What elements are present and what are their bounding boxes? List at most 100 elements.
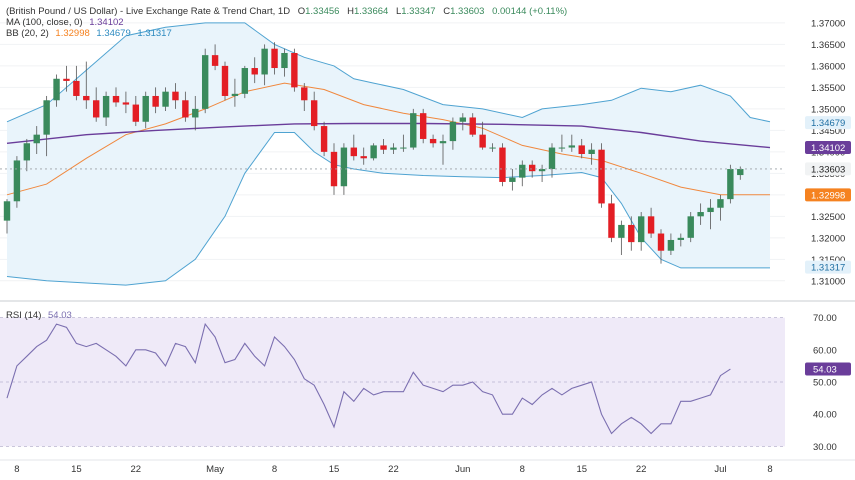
candle-body[interactable] — [598, 149, 605, 204]
candle-body[interactable] — [469, 117, 476, 135]
candle[interactable] — [162, 87, 169, 112]
candle[interactable] — [598, 143, 605, 208]
candle[interactable] — [429, 134, 437, 148]
candle[interactable] — [499, 143, 506, 187]
candle-body[interactable] — [13, 160, 21, 202]
candle-body[interactable] — [717, 199, 724, 208]
candle[interactable] — [578, 138, 585, 159]
candle-body[interactable] — [519, 164, 526, 178]
candle[interactable] — [63, 65, 70, 92]
candle[interactable] — [509, 169, 516, 191]
candle[interactable] — [449, 117, 457, 150]
candle[interactable] — [370, 143, 377, 161]
candle-body[interactable] — [3, 201, 11, 221]
candle[interactable] — [102, 91, 110, 127]
candle-body[interactable] — [618, 224, 625, 238]
candle-body[interactable] — [271, 48, 278, 69]
candle[interactable] — [182, 91, 189, 122]
candle[interactable] — [677, 233, 685, 247]
candle-body[interactable] — [63, 78, 70, 81]
candle-body[interactable] — [122, 102, 130, 105]
candle-body[interactable] — [231, 93, 239, 96]
candle-body[interactable] — [727, 169, 734, 200]
candle[interactable] — [380, 138, 387, 154]
candle-body[interactable] — [677, 237, 685, 240]
candle[interactable] — [469, 113, 476, 137]
candle[interactable] — [92, 87, 100, 122]
candle-body[interactable] — [350, 147, 358, 157]
candlesticks[interactable] — [3, 42, 744, 264]
candle-body[interactable] — [479, 134, 486, 148]
candle[interactable] — [73, 65, 80, 101]
candle[interactable] — [132, 95, 140, 127]
candle-body[interactable] — [92, 100, 100, 118]
candle-body[interactable] — [588, 149, 595, 154]
candle[interactable] — [23, 138, 31, 172]
candle-body[interactable] — [657, 233, 665, 251]
candle-body[interactable] — [281, 52, 288, 69]
candle-body[interactable] — [192, 108, 199, 118]
candle-body[interactable] — [608, 203, 615, 238]
candle[interactable] — [727, 164, 734, 204]
candle[interactable] — [419, 108, 427, 144]
candle-body[interactable] — [548, 147, 556, 170]
candle-body[interactable] — [330, 151, 338, 187]
candle[interactable] — [211, 44, 219, 71]
candle-body[interactable] — [370, 145, 377, 159]
candle[interactable] — [637, 212, 645, 251]
candle[interactable] — [201, 48, 209, 114]
candle[interactable] — [687, 212, 694, 243]
candle-body[interactable] — [83, 95, 90, 101]
candle[interactable] — [221, 61, 229, 101]
candle-body[interactable] — [310, 100, 318, 127]
candle[interactable] — [281, 48, 288, 77]
candle[interactable] — [251, 57, 258, 84]
candle[interactable] — [439, 134, 447, 165]
candle[interactable] — [350, 134, 358, 161]
candle-body[interactable] — [132, 104, 140, 122]
candle-body[interactable] — [667, 239, 675, 251]
candle[interactable] — [390, 143, 397, 154]
candle-body[interactable] — [301, 87, 308, 101]
candle-body[interactable] — [578, 145, 585, 154]
candle-body[interactable] — [102, 95, 110, 118]
candle-body[interactable] — [400, 147, 407, 149]
candle-body[interactable] — [241, 68, 249, 94]
candle[interactable] — [83, 61, 90, 109]
candle[interactable] — [489, 143, 496, 152]
candle[interactable] — [707, 199, 714, 230]
candle[interactable] — [538, 164, 546, 182]
candle-body[interactable] — [489, 147, 496, 149]
candle[interactable] — [301, 83, 308, 112]
candle[interactable] — [459, 113, 467, 131]
candle[interactable] — [53, 74, 60, 107]
candle[interactable] — [400, 134, 407, 152]
candle[interactable] — [112, 87, 120, 107]
candle-body[interactable] — [182, 100, 189, 118]
candle-body[interactable] — [53, 78, 60, 101]
candle[interactable] — [122, 91, 130, 114]
candle[interactable] — [271, 42, 278, 75]
candle-body[interactable] — [687, 216, 694, 238]
candle[interactable] — [588, 143, 595, 165]
candle-body[interactable] — [538, 169, 546, 172]
candle-body[interactable] — [33, 134, 40, 144]
candle-body[interactable] — [172, 91, 179, 101]
candle[interactable] — [558, 134, 566, 152]
candle-body[interactable] — [162, 91, 169, 107]
candle[interactable] — [410, 108, 417, 150]
candle-body[interactable] — [152, 95, 159, 107]
candle-body[interactable] — [707, 207, 714, 213]
candle-body[interactable] — [558, 147, 566, 149]
candle[interactable] — [528, 160, 536, 178]
candle-body[interactable] — [737, 169, 744, 176]
candle-body[interactable] — [509, 177, 516, 182]
candle-body[interactable] — [568, 145, 576, 148]
candle[interactable] — [657, 229, 665, 264]
candle[interactable] — [43, 95, 50, 157]
candle-body[interactable] — [340, 147, 348, 187]
candle[interactable] — [172, 83, 179, 109]
candle[interactable] — [519, 160, 526, 187]
candle[interactable] — [13, 156, 21, 208]
candle[interactable] — [261, 44, 268, 86]
